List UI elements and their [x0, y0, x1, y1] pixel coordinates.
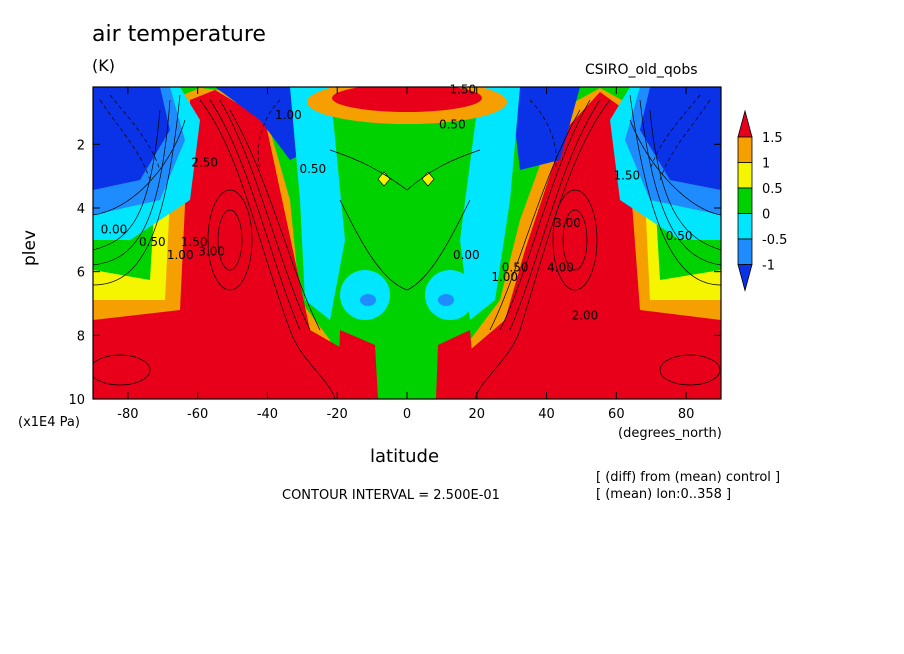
contour-label: 1.50	[613, 168, 640, 182]
field-blue-trop-south	[215, 87, 310, 160]
contour-label: 2.50	[191, 156, 218, 170]
contour-label: 0.50	[299, 162, 326, 176]
y-tick-label: 2	[77, 138, 85, 153]
colorbar-top-arrow	[737, 109, 753, 138]
x-tick-label: -60	[187, 407, 208, 422]
contour-label: 1.50	[181, 235, 208, 249]
contour-lines	[93, 94, 721, 399]
contour-label: 0.50	[502, 261, 529, 275]
contour-label: 0.50	[439, 117, 466, 131]
colorbar-segment	[737, 162, 753, 189]
field-red-top	[332, 87, 482, 112]
x-tick-label: 60	[608, 407, 625, 422]
y-tick-label: 4	[77, 202, 85, 217]
contour-label: 2.00	[572, 308, 599, 322]
contour-interval: CONTOUR INTERVAL = 2.500E-01	[282, 488, 500, 503]
colorbar-label: 1.5	[762, 131, 783, 146]
contour-label: 1.50	[449, 82, 476, 96]
contour-label: 0.00	[101, 222, 128, 236]
x-tick-label: -80	[117, 407, 138, 422]
field-red-south	[93, 90, 350, 399]
contour-label: 0.50	[139, 235, 166, 249]
note-diff: [ (diff) from (mean) control ]	[596, 470, 781, 485]
contour-label: 4.00	[547, 261, 574, 275]
field-blue-low-south	[360, 294, 376, 306]
field-yellow-south	[93, 95, 175, 300]
colorbar-bottom-arrow	[737, 264, 753, 293]
colorbar-segment	[737, 213, 753, 240]
contour-label: 1.00	[167, 248, 194, 262]
contour-label: 0.50	[666, 229, 693, 243]
colorbar-label: 0	[762, 208, 770, 223]
note-mean: [ (mean) lon:0..358 ]	[596, 487, 732, 502]
contour-label: 0.00	[453, 248, 480, 262]
field-red-low-north	[436, 330, 476, 399]
colorbar-segment	[737, 238, 753, 265]
colorbar-label: -0.5	[762, 233, 787, 248]
field-deepblue-south	[93, 87, 170, 190]
x-tick-label: -40	[257, 407, 278, 422]
field-blue-trop-north	[510, 87, 580, 170]
y-ticks: 2 4 6 8 10	[68, 138, 721, 408]
y-tick-label: 8	[77, 329, 85, 344]
x-ticks: -80 -60 -40 -20 0 20 40 60 80	[117, 87, 694, 422]
colorbar-label: -1	[762, 259, 775, 274]
contour-label: 3.00	[198, 245, 225, 259]
contour-label: 1.00	[275, 108, 302, 122]
y-tick-label: 10	[68, 393, 85, 408]
units-label: (K)	[92, 56, 115, 75]
model-label: CSIRO_old_qobs	[585, 62, 698, 78]
y-tick-label: 6	[77, 266, 85, 281]
colorbar-label: 1	[762, 157, 770, 172]
y-axis-unit: (x1E4 Pa)	[18, 415, 80, 430]
colorbar: 1.5 1 0.5 0 -0.5 -1	[737, 109, 787, 293]
contour-label: 1.00	[491, 270, 518, 284]
field-red-north	[465, 92, 721, 399]
contour-labels: 0.000.501.001.502.503.001.000.500.501.50…	[101, 82, 693, 322]
field-blue-low-north	[438, 294, 454, 306]
x-tick-label: 20	[469, 407, 486, 422]
x-axis-unit: (degrees_north)	[618, 426, 722, 441]
x-axis-label: latitude	[370, 446, 440, 467]
chart-title: air temperature	[92, 22, 266, 47]
colorbar-segment	[737, 187, 753, 214]
colorbar-segment	[737, 136, 753, 163]
x-tick-label: 80	[678, 407, 695, 422]
colorbar-label: 0.5	[762, 182, 783, 197]
x-tick-label: 40	[538, 407, 555, 422]
field-red-low-south	[338, 330, 378, 399]
contour-label: 3.00	[554, 216, 581, 230]
x-tick-label: 0	[403, 407, 411, 422]
field-cyan-trop-north	[460, 87, 520, 320]
field-cyan-trop-south	[290, 87, 345, 320]
x-tick-label: -20	[327, 407, 348, 422]
